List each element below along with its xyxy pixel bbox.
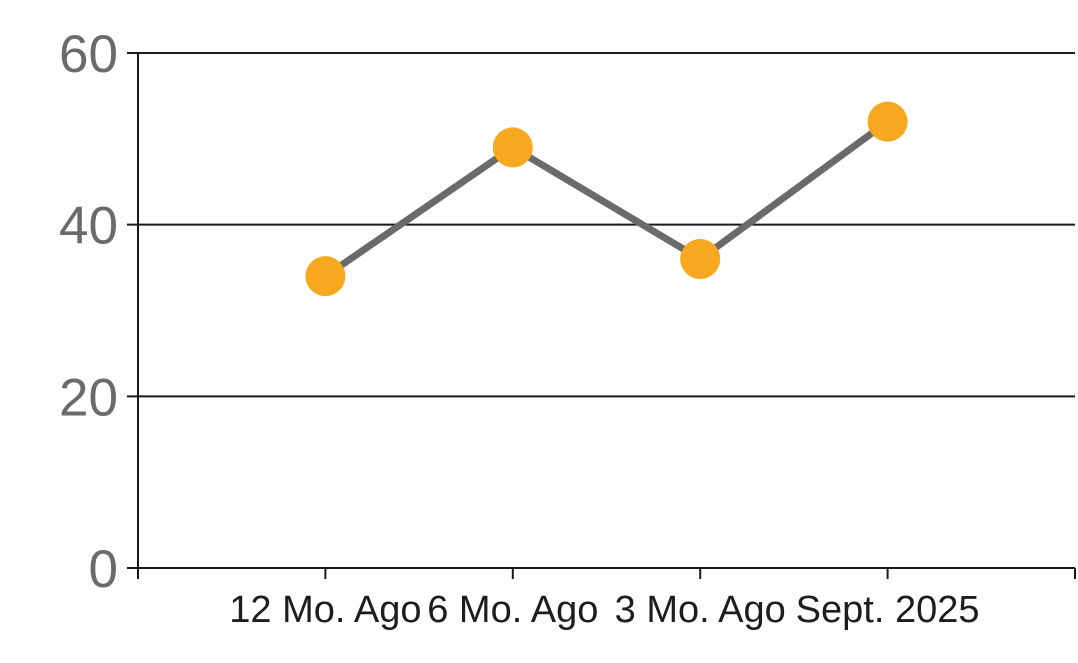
x-tick-label: 6 Mo. Ago bbox=[427, 589, 598, 631]
data-point bbox=[305, 256, 346, 297]
data-line bbox=[321, 118, 892, 280]
y-tick-label: 40 bbox=[59, 197, 118, 256]
data-point bbox=[867, 101, 908, 142]
x-tick-label: Sept. 2025 bbox=[796, 589, 980, 631]
x-tick-label: 12 Mo. Ago bbox=[229, 589, 421, 631]
data-point bbox=[680, 239, 721, 279]
data-point bbox=[492, 127, 533, 168]
y-tick-label: 60 bbox=[59, 25, 118, 84]
y-tick-label: 0 bbox=[89, 540, 118, 599]
x-tick-label: 3 Mo. Ago bbox=[615, 589, 786, 631]
y-tick-label: 20 bbox=[59, 368, 118, 427]
